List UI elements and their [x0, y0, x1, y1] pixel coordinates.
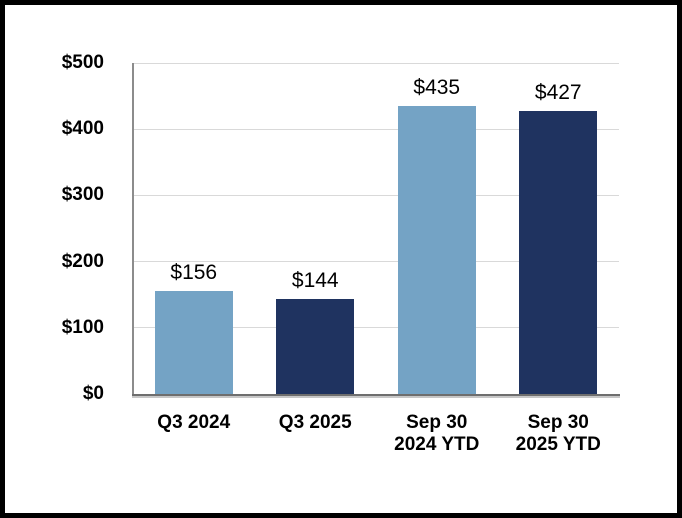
x-axis-label: Q3 2025 [255, 400, 377, 456]
y-tick-label: $100 [61, 316, 104, 338]
gridline [133, 194, 619, 196]
y-tick-label: $300 [61, 184, 104, 206]
x-axis-label: Sep 30 2024 YTD [376, 400, 498, 456]
bar-value-label: $156 [170, 260, 218, 284]
y-tick-label: $0 [82, 383, 104, 404]
x-axis-labels: Q3 2024 Q3 2025 Sep 30 2024 YTD Sep 30 2025 Y… [133, 400, 619, 456]
bar [276, 298, 355, 394]
gridline [133, 327, 619, 329]
x-axis-label: Q3 2024 [133, 400, 255, 456]
x-axis-label-line: Q3 2025 [278, 412, 352, 433]
x-axis-label-line: Q3 2024 [157, 412, 231, 433]
x-axis-line [132, 394, 620, 396]
y-tick-label: $500 [61, 52, 104, 73]
gridline [133, 62, 619, 64]
plot-area: $156 $144 $435 $427 [133, 62, 619, 394]
y-tick-label: $200 [61, 250, 104, 272]
x-axis-label-line: Sep 30 [527, 412, 589, 433]
y-axis-line [132, 63, 134, 394]
x-axis-label-line: 2024 YTD [394, 434, 480, 455]
bar [154, 290, 233, 394]
bar [397, 106, 476, 394]
y-tick-label: $400 [61, 118, 104, 140]
bar [519, 111, 598, 394]
x-axis-label: Sep 30 2025 YTD [498, 400, 620, 456]
bar-value-label: $427 [534, 81, 582, 105]
x-axis-label-line: Sep 30 [406, 412, 468, 433]
gridline [133, 261, 619, 263]
bar-value-label: $435 [413, 76, 461, 100]
bar-value-label: $144 [291, 268, 339, 292]
gridline [133, 128, 619, 130]
x-axis-label-line: 2025 YTD [515, 434, 601, 455]
